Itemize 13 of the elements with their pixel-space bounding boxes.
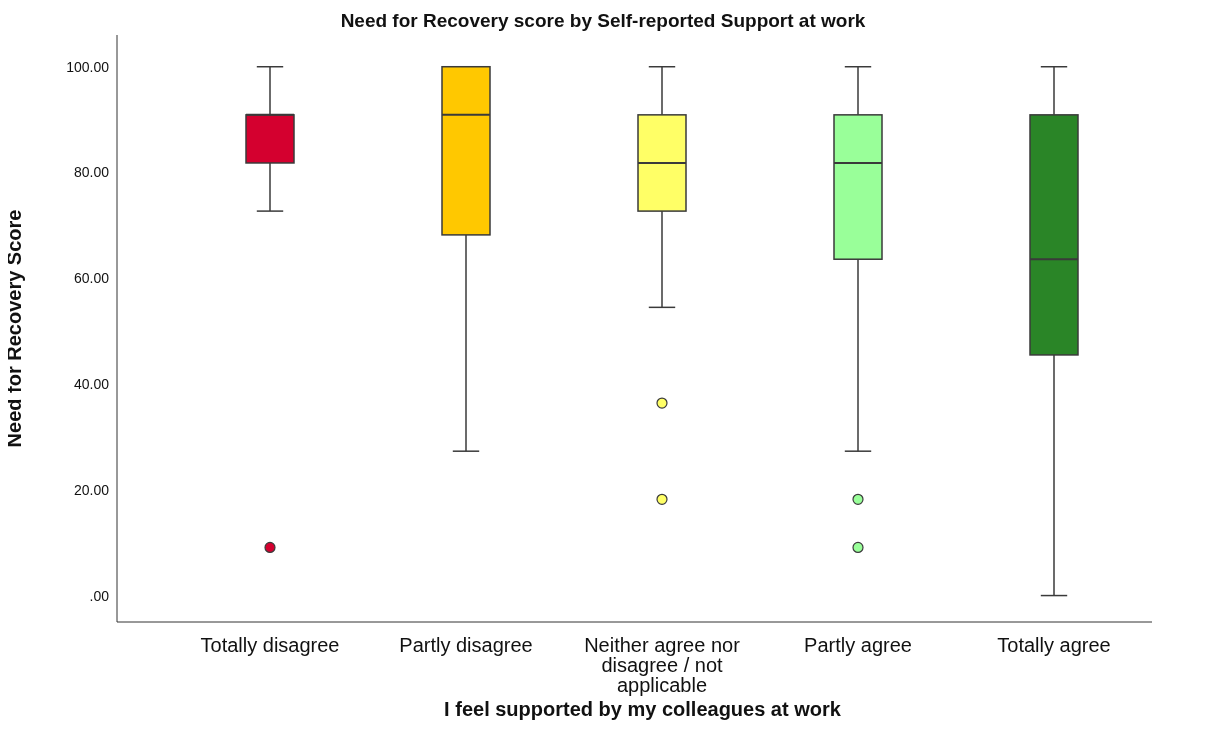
y-tick-label: 80.00 — [73, 164, 110, 181]
x-tick-label: Neither agree nor disagree / not applicable — [584, 634, 741, 697]
y-tick-label: 60.00 — [73, 270, 110, 287]
y-tick-label: 20.00 — [73, 481, 110, 498]
chart-title: Need for Recovery score by Self-reported Support at work — [339, 10, 867, 32]
x-tick-label: Partly disagree — [399, 634, 533, 657]
x-tick-label: Totally agree — [997, 634, 1111, 657]
x-tick-label: Totally disagree — [200, 634, 340, 657]
x-tick-label: Partly agree — [804, 634, 912, 657]
y-tick-label: 40.00 — [73, 376, 110, 392]
y-tick-label: .00 — [89, 587, 110, 604]
y-tick-label: 100.00 — [66, 58, 110, 75]
x-axis-title: I feel supported by my colleagues at work — [443, 698, 842, 721]
